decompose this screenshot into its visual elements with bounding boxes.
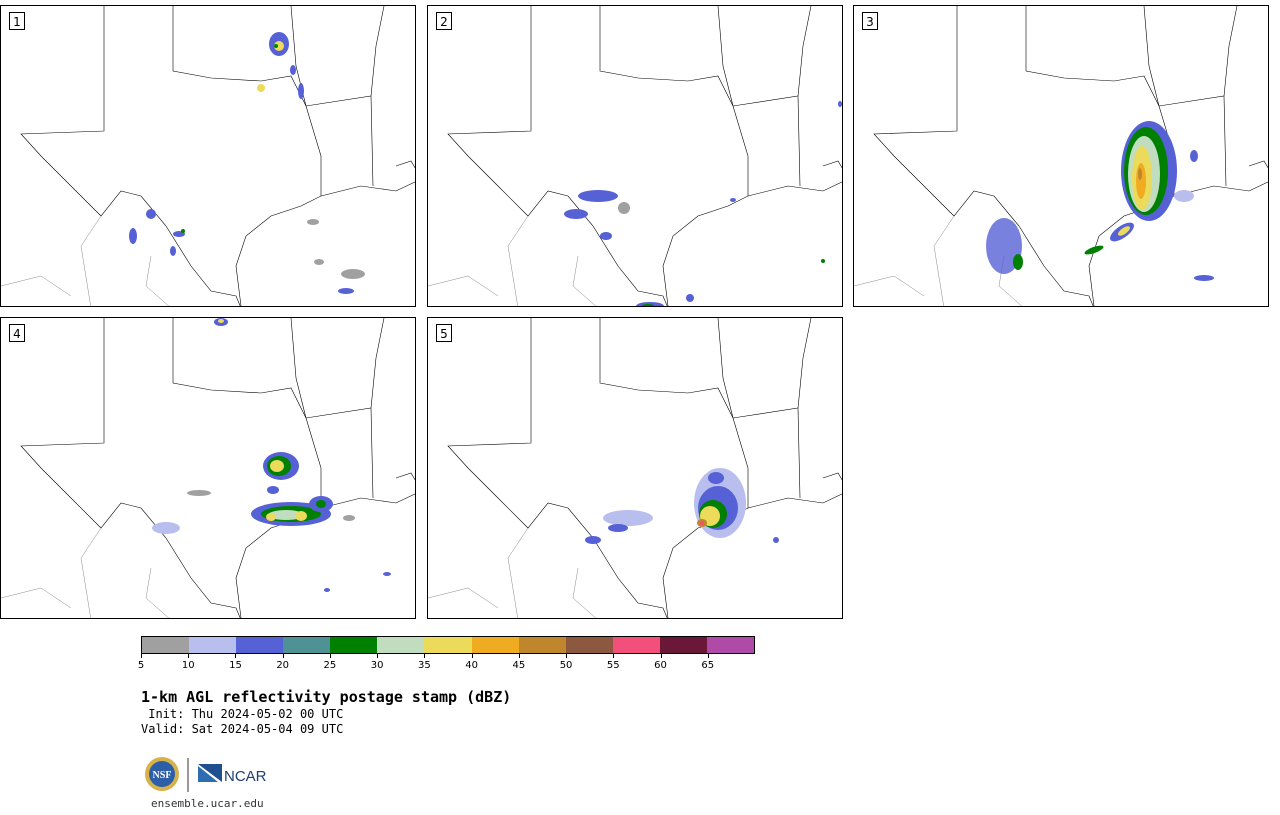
colorbar-tick xyxy=(518,654,520,658)
init-time: Init: Thu 2024-05-02 00 UTC xyxy=(141,707,344,721)
colorbar-tick xyxy=(707,654,709,658)
colorbar-cell-2 xyxy=(236,637,284,653)
colorbar-tick xyxy=(188,654,190,658)
colorbar-tick xyxy=(141,654,142,658)
colorbar-tick-label: 35 xyxy=(418,660,431,671)
ensemble-member-panel-2: 2 xyxy=(427,5,843,307)
colorbar-cell-6 xyxy=(424,637,472,653)
valid-time: Valid: Sat 2024-05-04 09 UTC xyxy=(141,722,344,736)
colorbar-cell-7 xyxy=(471,637,519,653)
panel-number-3: 3 xyxy=(862,12,878,30)
colorbar-tick-label: 40 xyxy=(465,660,478,671)
colorbar-tick-label: 55 xyxy=(606,660,620,671)
colorbar-tick xyxy=(282,654,284,658)
colorbar-tick xyxy=(613,654,615,658)
nsf-logo-icon: NSF xyxy=(145,757,179,791)
reflectivity-map-3 xyxy=(854,6,1268,306)
colorbar-tick xyxy=(235,654,237,658)
reflectivity-map-5 xyxy=(428,318,842,618)
colorbar-ticks: 5 10 15 20 25 30 35 40 45 50 55 60 65 xyxy=(137,654,755,684)
ensemble-member-panel-5: 5 xyxy=(427,317,843,619)
colorbar-cell-5 xyxy=(377,637,425,653)
svg-text:NCAR: NCAR xyxy=(224,768,267,785)
colorbar-cell-4 xyxy=(330,637,378,653)
colorbar-cell-1 xyxy=(189,637,237,653)
colorbar-cell-12 xyxy=(706,637,755,653)
reflectivity-map-4 xyxy=(1,318,415,618)
ensemble-member-panel-1: 1 xyxy=(0,5,416,307)
panel-number-1: 1 xyxy=(9,12,25,30)
ncar-logo-icon: NCAR xyxy=(198,764,267,785)
colorbar-cell-0 xyxy=(142,637,190,653)
panel-number-5: 5 xyxy=(436,324,452,342)
reflectivity-map-1 xyxy=(1,6,415,306)
colorbar-tick xyxy=(471,654,473,658)
colorbar-cell-9 xyxy=(565,637,613,653)
colorbar-tick-label: 60 xyxy=(654,660,667,671)
colorbar-cell-8 xyxy=(518,637,566,653)
colorbar-tick-label: 30 xyxy=(370,660,384,671)
colorbar-tick-label: 10 xyxy=(181,660,195,671)
colorbar-tick xyxy=(424,654,426,658)
colorbar-tick xyxy=(660,654,662,658)
colorbar-tick-label: 45 xyxy=(512,660,526,671)
reflectivity-map-2 xyxy=(428,6,842,306)
panel-number-2: 2 xyxy=(436,12,452,30)
colorbar-cell-11 xyxy=(659,637,707,653)
colorbar-tick-label: 65 xyxy=(701,660,715,671)
page-title: 1-km AGL reflectivity postage stamp (dBZ… xyxy=(141,688,512,706)
colorbar-tick-label: 25 xyxy=(323,660,337,671)
svg-text:NSF: NSF xyxy=(153,770,172,781)
colorbar-tick-label: 15 xyxy=(229,660,242,671)
colorbar-cell-3 xyxy=(283,637,331,653)
site-url: ensemble.ucar.edu xyxy=(151,797,264,810)
colorbar-tick-label: 50 xyxy=(559,660,573,671)
colorbar-tick xyxy=(566,654,568,658)
panel-number-4: 4 xyxy=(9,324,25,342)
colorbar-tick xyxy=(377,654,379,658)
colorbar-cell-10 xyxy=(612,637,660,653)
nsf-ncar-logo: NSF NCAR xyxy=(145,757,267,792)
colorbar-tick-label: 20 xyxy=(276,660,290,671)
ensemble-member-panel-4: 4 xyxy=(0,317,416,619)
reflectivity-colorbar xyxy=(141,636,755,654)
ensemble-member-panel-3: 3 xyxy=(853,5,1269,307)
colorbar-tick xyxy=(329,654,331,658)
sponsor-logos: NSF NCAR xyxy=(144,756,274,796)
colorbar-tick-label: 5 xyxy=(137,660,145,671)
